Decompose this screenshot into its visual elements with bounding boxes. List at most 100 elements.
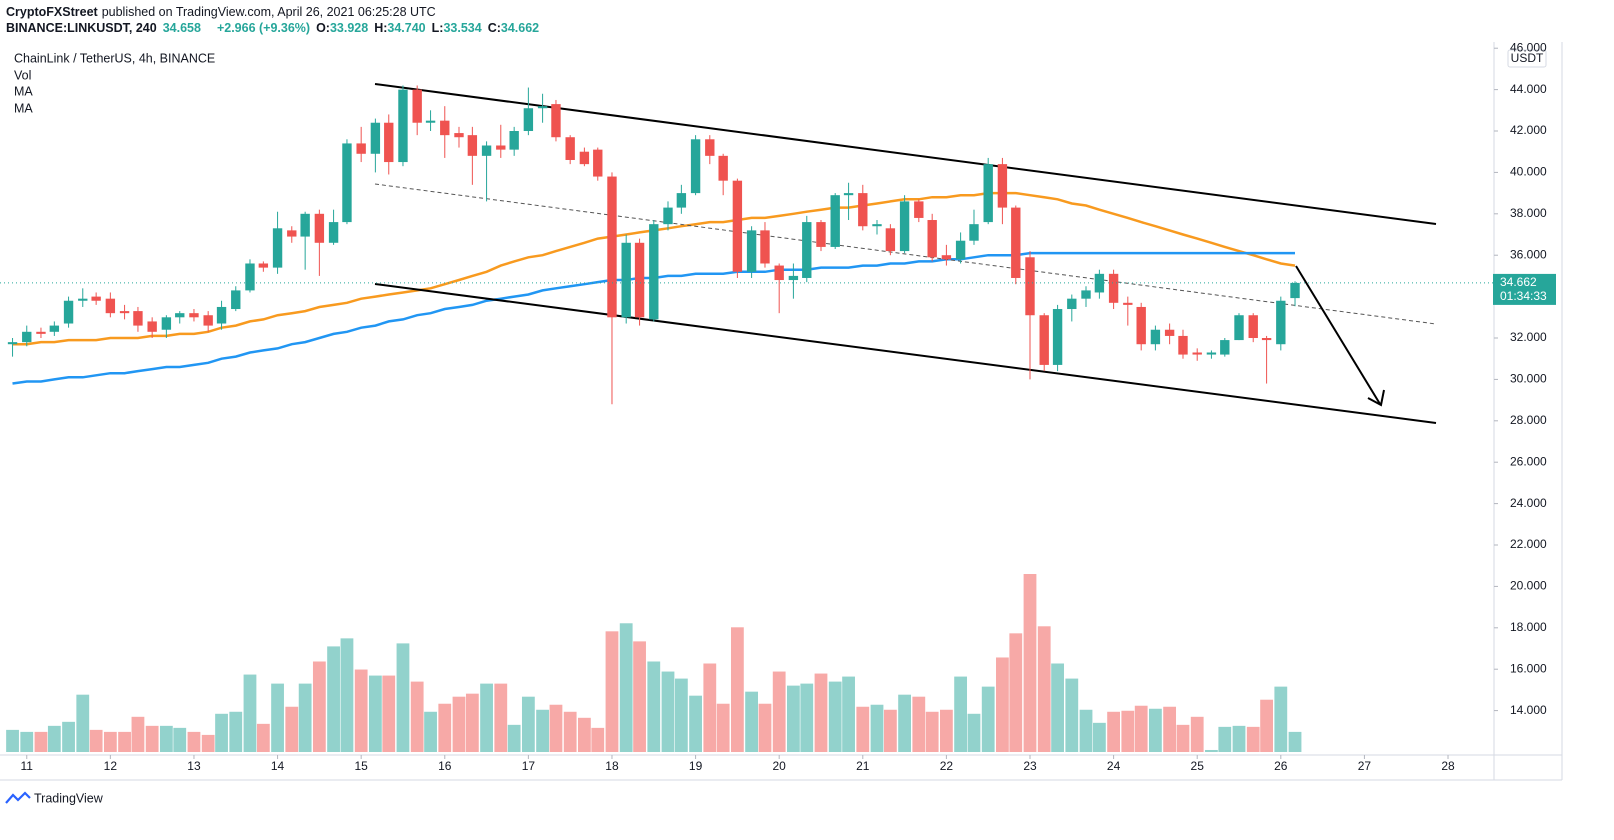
- volume-bar: [925, 711, 939, 752]
- c-label: C:: [488, 21, 501, 35]
- y-tick-label: 26.000: [1510, 454, 1547, 468]
- volume-bar: [898, 694, 911, 752]
- candle-body: [885, 228, 896, 252]
- y-tick-label: 42.000: [1510, 123, 1547, 137]
- h-label: H:: [374, 21, 387, 35]
- candle-body: [705, 139, 715, 156]
- volume-bar: [674, 678, 688, 752]
- volume-bar: [396, 643, 410, 752]
- volume-bar: [689, 695, 702, 752]
- candle-body: [914, 201, 924, 218]
- x-tick-label: 28: [1441, 759, 1455, 773]
- candle-body: [872, 224, 882, 227]
- y-tick-label: 30.000: [1510, 372, 1547, 386]
- candle-body: [147, 321, 157, 332]
- volume-bar: [312, 661, 326, 752]
- legend-volume: Vol: [14, 68, 31, 82]
- candle-body: [941, 255, 952, 260]
- l-label: L:: [432, 21, 444, 35]
- brand-icon: [5, 791, 31, 804]
- x-tick-label: 26: [1274, 759, 1288, 773]
- x-tick-label: 14: [271, 759, 285, 773]
- volume-bar: [647, 661, 661, 752]
- brand: TradingView: [5, 791, 104, 805]
- last-price-label: 34.662: [1500, 275, 1537, 289]
- volume-bar: [1121, 710, 1135, 752]
- volume-bar: [758, 703, 772, 752]
- volume-bar: [996, 657, 1009, 752]
- candle-body: [1248, 315, 1258, 339]
- candle-body: [774, 265, 784, 281]
- volume-bar: [368, 675, 382, 752]
- y-tick-label: 24.000: [1510, 496, 1547, 510]
- legend-title: ChainLink / TetherUS, 4h, BINANCE: [14, 51, 215, 65]
- candle-body: [105, 298, 116, 314]
- volume-bar: [1092, 722, 1106, 752]
- volume-bar: [1023, 574, 1037, 752]
- o-label: O:: [316, 21, 330, 35]
- forecast-arrow: [1295, 265, 1381, 405]
- volume-bar: [745, 691, 758, 752]
- legend-ma: MA: [14, 84, 33, 98]
- volume-bar: [159, 725, 173, 752]
- candle-body: [1136, 306, 1146, 345]
- candle-body: [133, 311, 143, 326]
- volume-bar: [173, 727, 187, 752]
- candle-body: [760, 230, 770, 264]
- candle-body: [496, 145, 506, 150]
- y-tick-label: 38.000: [1510, 206, 1547, 220]
- candle-body: [649, 224, 659, 320]
- currency-box: [1507, 49, 1547, 68]
- channel-mid: [374, 183, 1437, 325]
- volume-bar: [1260, 699, 1273, 752]
- volume-bar: [1190, 716, 1204, 752]
- candle-body: [175, 313, 185, 318]
- y-tick-label: 32.000: [1510, 330, 1547, 344]
- volume-bar: [521, 696, 535, 752]
- forecast-arrow-head: [1367, 389, 1385, 407]
- volume-bar: [1079, 709, 1093, 752]
- candle-body: [1206, 352, 1217, 355]
- volume-bar: [828, 681, 842, 752]
- candle-body: [328, 222, 339, 243]
- volume-bar: [1051, 663, 1064, 752]
- volume-bar: [772, 671, 786, 752]
- candle-body: [1290, 282, 1300, 299]
- volume-bar: [577, 717, 591, 752]
- candle-body: [342, 143, 352, 223]
- candle-body: [718, 155, 728, 181]
- y-tick-label: 40.000: [1510, 165, 1547, 179]
- volume-bar: [549, 704, 563, 752]
- candle-body: [7, 342, 18, 345]
- volume-bar: [883, 709, 897, 752]
- candle-body: [63, 300, 74, 324]
- currency: USDT: [1511, 51, 1544, 65]
- candle-body: [245, 263, 255, 291]
- volume-bar: [1218, 726, 1232, 752]
- x-tick-label: 12: [104, 759, 118, 773]
- volume-bar: [1246, 726, 1260, 752]
- volume-bar: [215, 713, 228, 752]
- volume-bar: [89, 729, 103, 752]
- volume-bar: [62, 721, 75, 752]
- volume-bar: [465, 693, 479, 752]
- volume-bar: [131, 716, 145, 752]
- volume-bar: [145, 725, 159, 752]
- candle-body: [1276, 300, 1286, 345]
- candle-body: [565, 137, 575, 160]
- volume-bar: [1288, 731, 1302, 752]
- y-tick-label: 14.000: [1510, 703, 1547, 717]
- volume-bar: [1176, 724, 1190, 752]
- x-tick-label: 18: [605, 759, 619, 773]
- candle-body: [314, 213, 325, 243]
- volume-bar: [1232, 725, 1246, 752]
- candle-body: [412, 89, 422, 123]
- candle-body: [983, 164, 993, 223]
- candle-body: [788, 275, 799, 281]
- x-tick-label: 19: [689, 759, 703, 773]
- volume-bar: [954, 676, 968, 752]
- x-tick-label: 21: [856, 759, 870, 773]
- volume-bar: [103, 731, 117, 752]
- x-tick-label: 11: [21, 759, 34, 773]
- candle-body: [203, 315, 213, 326]
